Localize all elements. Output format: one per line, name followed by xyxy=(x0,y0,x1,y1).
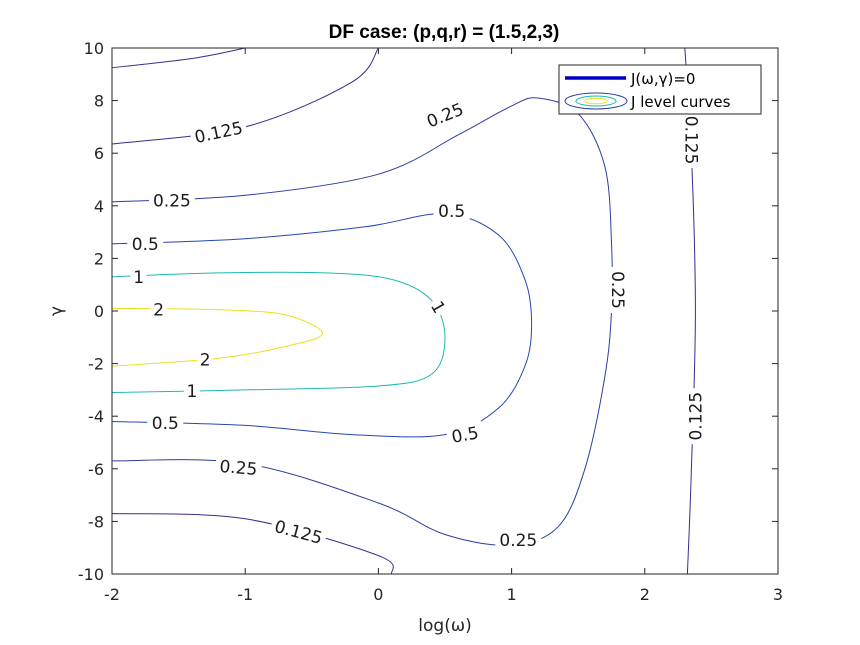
contour-label-text: 1 xyxy=(186,382,197,402)
x-tick-label: -1 xyxy=(237,585,253,604)
y-axis-ticks: -10 -8 -6 -4 -2 0 2 4 6 8 10 xyxy=(78,39,778,584)
contour-label-backdrop xyxy=(445,420,485,449)
contour-label-text: 1 xyxy=(133,268,144,288)
contour-label-backdrop xyxy=(183,380,200,403)
contour-label-backdrop xyxy=(684,388,707,445)
x-tick-label: 2 xyxy=(640,585,650,604)
contour-label-text: 0.25 xyxy=(153,192,191,212)
y-tick-label: 8 xyxy=(94,92,104,111)
contour-label: 1 xyxy=(130,265,147,288)
legend: J(ω,γ)=0 J level curves xyxy=(558,64,762,115)
contour-label-backdrop xyxy=(607,267,630,313)
y-tick-label: -6 xyxy=(88,460,104,479)
contour-label-text: 0.25 xyxy=(499,531,537,551)
y-tick-label: 0 xyxy=(94,302,104,321)
contour-label-backdrop xyxy=(148,189,195,212)
y-tick-label: 10 xyxy=(84,39,104,58)
contour-label-text: 0.125 xyxy=(680,116,700,165)
x-tick-label: -2 xyxy=(104,585,120,604)
contour-label: 0.25 xyxy=(214,454,263,481)
contour-label-backdrop xyxy=(268,514,329,550)
contour-label-backdrop xyxy=(419,96,471,134)
x-axis-ticks: -2 -1 0 1 2 3 xyxy=(104,48,783,604)
contour-label-backdrop xyxy=(197,348,214,371)
contour-label: 0.5 xyxy=(433,200,470,223)
contour-label-text: 0.5 xyxy=(450,423,480,447)
contour-label: 0.125 xyxy=(680,112,703,169)
contour-line-0-125 xyxy=(111,47,246,69)
contour-label-text: 2 xyxy=(200,351,211,371)
contour-label-backdrop xyxy=(214,454,263,481)
x-axis-label: log(ω) xyxy=(418,616,471,636)
contour-label: 0.125 xyxy=(684,388,707,445)
y-tick-label: -10 xyxy=(78,565,104,584)
contour-label-backdrop xyxy=(680,112,703,169)
contour-label: 0.5 xyxy=(445,420,485,449)
contour-label-text: 2 xyxy=(153,301,164,321)
contour-label-backdrop xyxy=(130,265,147,288)
legend-label-zero-curve: J(ω,γ)=0 xyxy=(630,70,695,88)
x-tick-label: 1 xyxy=(507,585,517,604)
contour-label-backdrop xyxy=(188,115,249,149)
contour-label-layer: 0.1250.250.512210.50.250.1250.250.510.50… xyxy=(127,96,707,551)
contour-label: 1 xyxy=(424,294,452,320)
x-tick-label: 0 xyxy=(373,585,383,604)
legend-label-level-curves: J level curves xyxy=(630,93,731,111)
contour-label: 0.25 xyxy=(495,528,542,551)
contour-label: 0.25 xyxy=(607,267,630,313)
y-tick-label: 2 xyxy=(94,249,104,268)
contour-label-backdrop xyxy=(433,200,470,223)
y-tick-label: -8 xyxy=(88,512,104,531)
contour-line-1 xyxy=(111,271,446,393)
contour-label: 0.5 xyxy=(147,411,184,434)
plot-area: 0.1250.250.512210.50.250.1250.250.510.50… xyxy=(111,47,779,575)
contour-label-backdrop xyxy=(424,294,452,320)
x-tick-label: 3 xyxy=(773,585,783,604)
contour-line-0-5 xyxy=(111,213,533,438)
y-tick-label: 6 xyxy=(94,144,104,163)
contour-line-0-125 xyxy=(111,47,379,145)
y-tick-label: -4 xyxy=(88,407,104,426)
contour-label-text: 0.25 xyxy=(219,457,258,480)
contour-label: 2 xyxy=(150,298,167,321)
contour-label: 0.25 xyxy=(148,189,195,212)
legend-level-curves-swatch xyxy=(564,92,628,110)
contour-label: 0.5 xyxy=(127,232,164,255)
contour-label-text: 0.125 xyxy=(686,392,706,441)
contour-label: 1 xyxy=(183,380,200,403)
y-tick-label: -2 xyxy=(88,355,104,374)
y-axis-label: γ xyxy=(47,306,67,316)
contour-label-backdrop xyxy=(147,411,184,434)
contour-label-text: 0.5 xyxy=(152,414,179,434)
contour-label-text: 0.5 xyxy=(438,202,465,222)
chart-title: DF case: (p,q,r) = (1.5,2,3) xyxy=(329,22,560,43)
contour-label-text: 0.5 xyxy=(132,235,159,255)
contour-label-backdrop xyxy=(495,528,542,551)
contour-label-text: 0.25 xyxy=(607,271,627,309)
contour-label: 2 xyxy=(197,348,214,371)
y-tick-label: 4 xyxy=(94,197,104,216)
contour-label-backdrop xyxy=(150,298,167,321)
contour-label-backdrop xyxy=(127,232,164,255)
